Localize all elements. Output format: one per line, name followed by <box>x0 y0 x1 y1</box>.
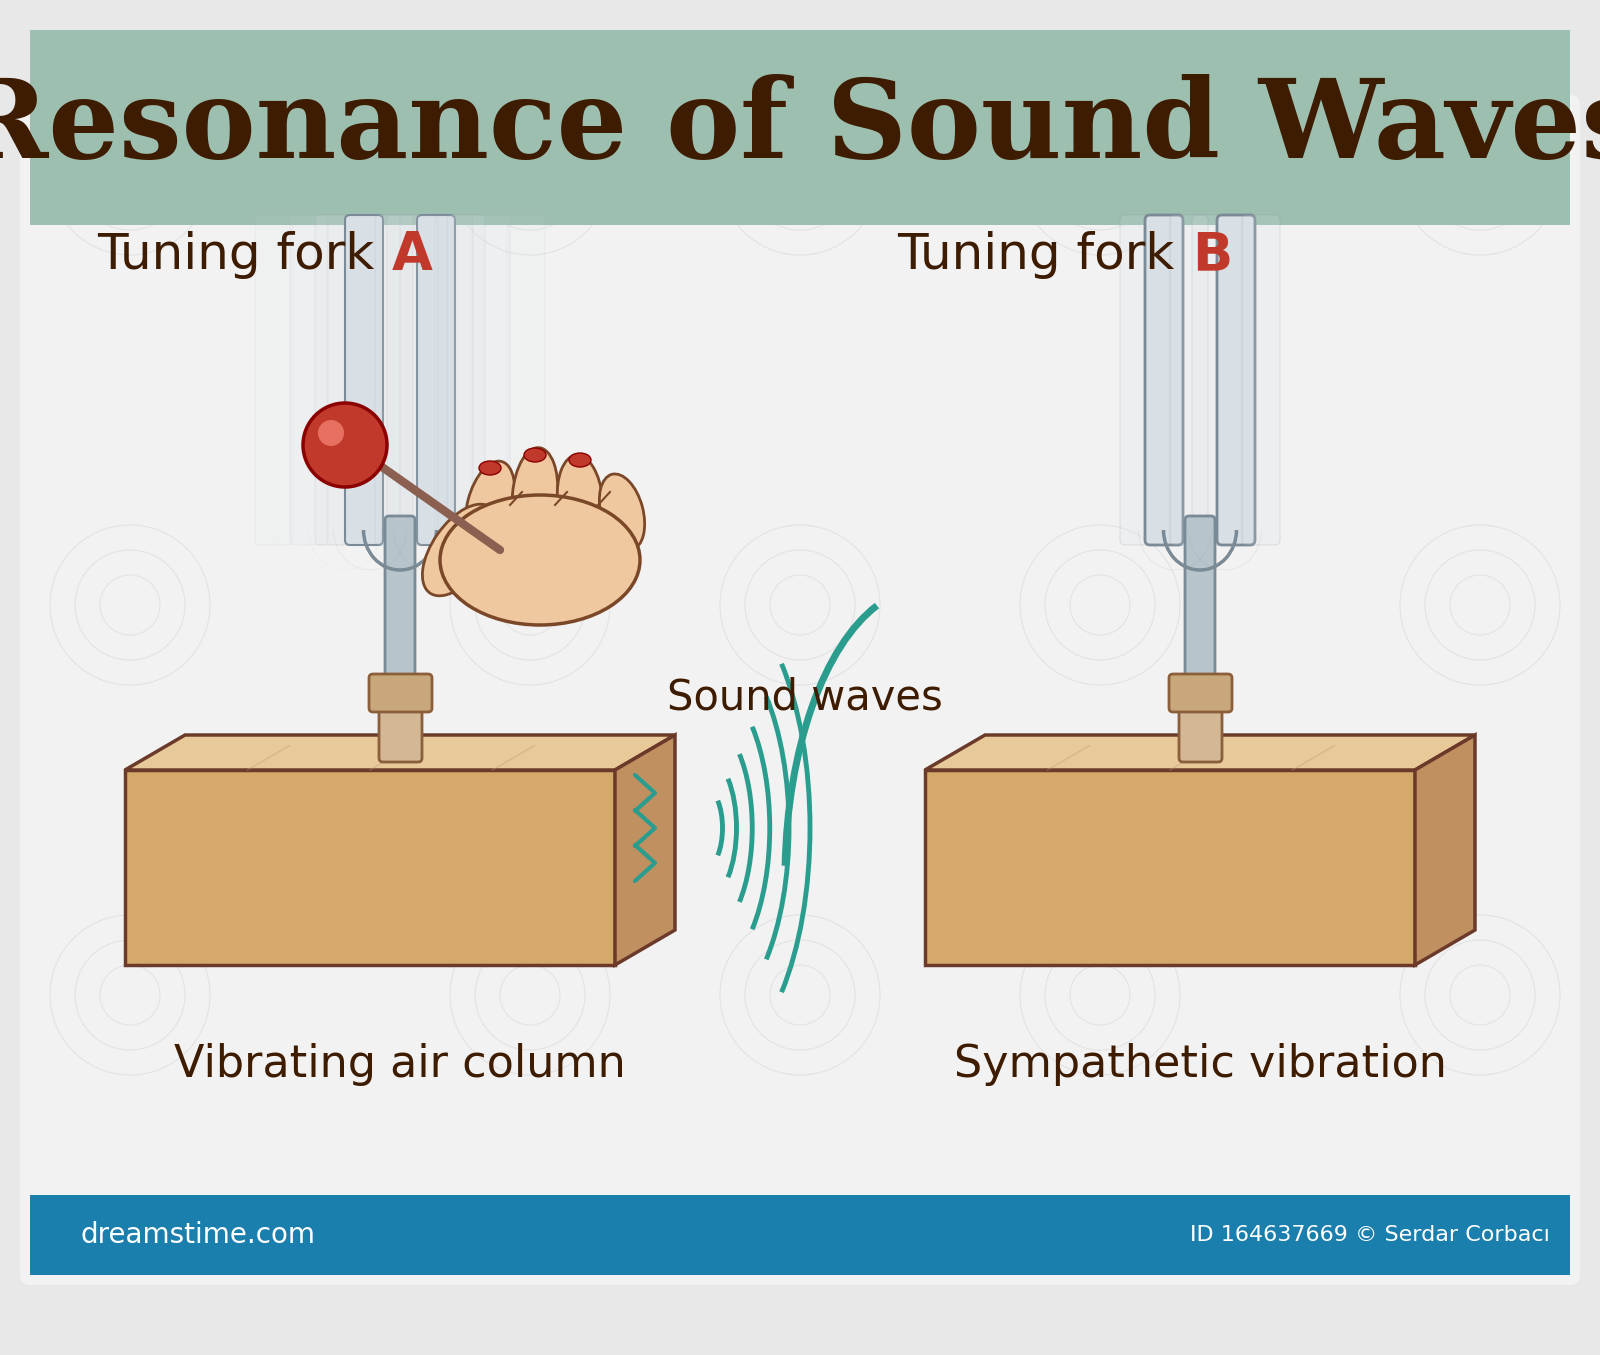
Ellipse shape <box>478 461 501 476</box>
FancyBboxPatch shape <box>1242 215 1280 545</box>
Text: Sympathetic vibration: Sympathetic vibration <box>954 1043 1446 1087</box>
FancyBboxPatch shape <box>1218 215 1254 545</box>
Text: dreamstime.com: dreamstime.com <box>80 1221 315 1249</box>
FancyBboxPatch shape <box>379 688 422 762</box>
Ellipse shape <box>600 474 645 550</box>
FancyBboxPatch shape <box>507 215 546 545</box>
FancyBboxPatch shape <box>435 215 474 545</box>
FancyBboxPatch shape <box>254 215 293 545</box>
FancyBboxPatch shape <box>326 215 365 545</box>
FancyBboxPatch shape <box>19 95 1581 1285</box>
FancyBboxPatch shape <box>1186 516 1214 744</box>
Polygon shape <box>614 734 675 965</box>
FancyBboxPatch shape <box>346 215 382 545</box>
Text: Vibrating air column: Vibrating air column <box>174 1043 626 1087</box>
Ellipse shape <box>557 455 603 545</box>
FancyBboxPatch shape <box>446 215 485 545</box>
FancyBboxPatch shape <box>1146 215 1182 545</box>
Ellipse shape <box>525 449 546 462</box>
Ellipse shape <box>422 504 498 596</box>
Text: Tuning fork: Tuning fork <box>898 230 1190 279</box>
FancyBboxPatch shape <box>1120 215 1158 545</box>
Polygon shape <box>125 770 614 965</box>
Text: B: B <box>1192 229 1232 280</box>
Text: Tuning fork: Tuning fork <box>98 230 390 279</box>
FancyBboxPatch shape <box>370 673 432 711</box>
Polygon shape <box>925 734 1475 770</box>
Ellipse shape <box>512 447 558 542</box>
Circle shape <box>302 402 387 486</box>
Text: Sound waves: Sound waves <box>667 678 942 720</box>
FancyBboxPatch shape <box>386 516 414 744</box>
FancyBboxPatch shape <box>1170 215 1208 545</box>
Text: Resonance of Sound Waves: Resonance of Sound Waves <box>0 75 1600 182</box>
Polygon shape <box>925 770 1414 965</box>
FancyBboxPatch shape <box>315 215 354 545</box>
FancyBboxPatch shape <box>1179 688 1222 762</box>
FancyBboxPatch shape <box>400 215 438 545</box>
Ellipse shape <box>570 453 590 467</box>
FancyBboxPatch shape <box>1192 215 1230 545</box>
FancyBboxPatch shape <box>374 215 413 545</box>
FancyBboxPatch shape <box>1170 673 1232 711</box>
Polygon shape <box>1414 734 1475 965</box>
Ellipse shape <box>440 495 640 625</box>
FancyBboxPatch shape <box>387 215 426 545</box>
Ellipse shape <box>466 461 515 549</box>
Bar <box>30 30 1570 225</box>
Polygon shape <box>125 734 675 770</box>
FancyBboxPatch shape <box>472 215 510 545</box>
FancyBboxPatch shape <box>290 215 328 545</box>
FancyBboxPatch shape <box>362 215 400 545</box>
FancyBboxPatch shape <box>418 215 454 545</box>
Circle shape <box>318 420 344 446</box>
Bar <box>30 1195 1570 1275</box>
Text: ID 164637669 © Serdar Corbacı: ID 164637669 © Serdar Corbacı <box>1190 1225 1550 1245</box>
Text: A: A <box>392 229 434 280</box>
